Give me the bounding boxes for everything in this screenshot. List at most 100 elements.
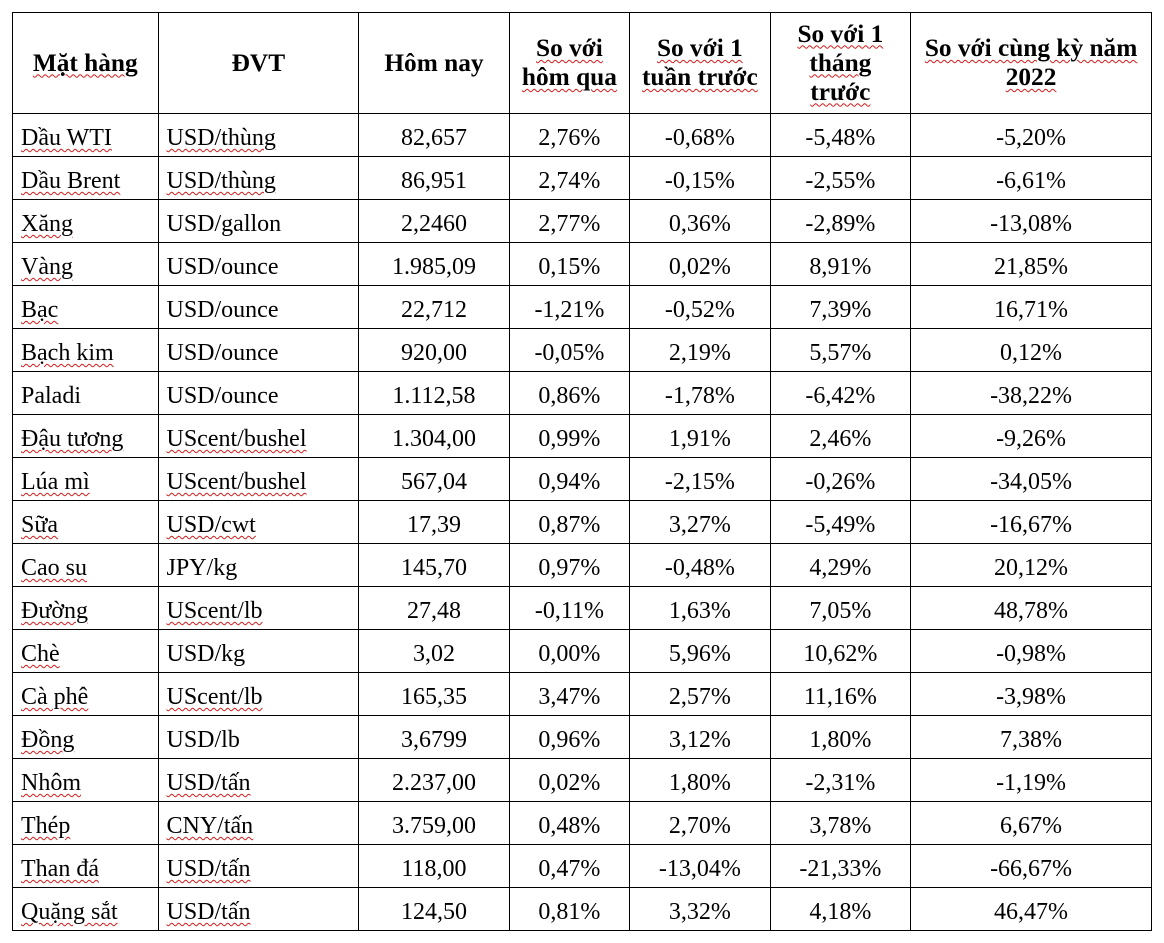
cell-today: 27,48 (359, 587, 510, 630)
cell-unit: USD/ounce (158, 329, 359, 372)
table-row: SữaUSD/cwt17,390,87%3,27%-5,49%-16,67% (13, 501, 1152, 544)
cell-unit: USD/ounce (158, 286, 359, 329)
cell-m1: 7,39% (770, 286, 910, 329)
cell-today: 165,35 (359, 673, 510, 716)
cell-m1: 3,78% (770, 802, 910, 845)
cell-today: 567,04 (359, 458, 510, 501)
table-row: Dầu BrentUSD/thùng86,9512,74%-0,15%-2,55… (13, 157, 1152, 200)
cell-today: 82,657 (359, 114, 510, 157)
cell-item: Bạch kim (13, 329, 159, 372)
cell-d1: 0,87% (509, 501, 629, 544)
col-header-today: Hôm nay (359, 13, 510, 114)
cell-d1: 0,00% (509, 630, 629, 673)
table-row: Bạch kimUSD/ounce920,00-0,05%2,19%5,57%0… (13, 329, 1152, 372)
cell-unit: USD/tấn (158, 759, 359, 802)
table-row: Lúa mìUScent/bushel567,040,94%-2,15%-0,2… (13, 458, 1152, 501)
cell-d1: 0,94% (509, 458, 629, 501)
cell-item: Quặng sắt (13, 888, 159, 931)
cell-item: Đường (13, 587, 159, 630)
cell-today: 2.237,00 (359, 759, 510, 802)
cell-m1: -0,26% (770, 458, 910, 501)
table-row: VàngUSD/ounce1.985,090,15%0,02%8,91%21,8… (13, 243, 1152, 286)
cell-today: 1.112,58 (359, 372, 510, 415)
cell-w1: -0,48% (630, 544, 770, 587)
cell-w1: 2,70% (630, 802, 770, 845)
cell-m1: -5,49% (770, 501, 910, 544)
cell-unit: USD/lb (158, 716, 359, 759)
cell-y1: 20,12% (911, 544, 1152, 587)
table-row: ĐườngUScent/lb27,48-0,11%1,63%7,05%48,78… (13, 587, 1152, 630)
cell-y1: 6,67% (911, 802, 1152, 845)
cell-unit: USD/cwt (158, 501, 359, 544)
cell-item: Paladi (13, 372, 159, 415)
cell-d1: 0,96% (509, 716, 629, 759)
cell-w1: 0,02% (630, 243, 770, 286)
cell-w1: 1,80% (630, 759, 770, 802)
cell-d1: 0,47% (509, 845, 629, 888)
cell-m1: 8,91% (770, 243, 910, 286)
table-row: XăngUSD/gallon2,24602,77%0,36%-2,89%-13,… (13, 200, 1152, 243)
cell-today: 22,712 (359, 286, 510, 329)
cell-today: 920,00 (359, 329, 510, 372)
cell-today: 3,02 (359, 630, 510, 673)
cell-y1: 21,85% (911, 243, 1152, 286)
col-header-item: Mặt hàng (13, 13, 159, 114)
cell-today: 1.985,09 (359, 243, 510, 286)
cell-w1: -0,15% (630, 157, 770, 200)
cell-unit: CNY/tấn (158, 802, 359, 845)
cell-item: Xăng (13, 200, 159, 243)
table-row: ChèUSD/kg3,020,00%5,96%10,62%-0,98% (13, 630, 1152, 673)
cell-d1: -0,11% (509, 587, 629, 630)
cell-w1: 2,19% (630, 329, 770, 372)
cell-unit: USD/tấn (158, 888, 359, 931)
cell-today: 2,2460 (359, 200, 510, 243)
cell-unit: UScent/bushel (158, 458, 359, 501)
cell-d1: 0,48% (509, 802, 629, 845)
cell-y1: 48,78% (911, 587, 1152, 630)
cell-item: Nhôm (13, 759, 159, 802)
cell-w1: 1,63% (630, 587, 770, 630)
col-header-d1: So với hôm qua (509, 13, 629, 114)
cell-unit: UScent/lb (158, 673, 359, 716)
cell-unit: USD/ounce (158, 372, 359, 415)
cell-item: Lúa mì (13, 458, 159, 501)
cell-today: 17,39 (359, 501, 510, 544)
table-row: ĐồngUSD/lb3,67990,96%3,12%1,80%7,38% (13, 716, 1152, 759)
cell-today: 86,951 (359, 157, 510, 200)
table-row: Cao suJPY/kg145,700,97%-0,48%4,29%20,12% (13, 544, 1152, 587)
cell-today: 1.304,00 (359, 415, 510, 458)
cell-y1: -9,26% (911, 415, 1152, 458)
cell-y1: 7,38% (911, 716, 1152, 759)
cell-d1: 3,47% (509, 673, 629, 716)
cell-d1: 0,97% (509, 544, 629, 587)
cell-item: Sữa (13, 501, 159, 544)
cell-m1: 10,62% (770, 630, 910, 673)
col-header-y1: So với cùng kỳ năm 2022 (911, 13, 1152, 114)
cell-y1: -38,22% (911, 372, 1152, 415)
cell-w1: -13,04% (630, 845, 770, 888)
cell-d1: 0,15% (509, 243, 629, 286)
cell-m1: -2,89% (770, 200, 910, 243)
cell-m1: 5,57% (770, 329, 910, 372)
table-row: BạcUSD/ounce22,712-1,21%-0,52%7,39%16,71… (13, 286, 1152, 329)
cell-m1: 1,80% (770, 716, 910, 759)
cell-item: Bạc (13, 286, 159, 329)
cell-item: Than đá (13, 845, 159, 888)
table-row: ThépCNY/tấn3.759,000,48%2,70%3,78%6,67% (13, 802, 1152, 845)
cell-today: 3,6799 (359, 716, 510, 759)
cell-unit: UScent/bushel (158, 415, 359, 458)
cell-y1: -1,19% (911, 759, 1152, 802)
cell-item: Cà phê (13, 673, 159, 716)
col-header-m1: So với 1 tháng trước (770, 13, 910, 114)
cell-item: Dầu WTI (13, 114, 159, 157)
cell-item: Thép (13, 802, 159, 845)
cell-d1: 0,86% (509, 372, 629, 415)
cell-y1: -5,20% (911, 114, 1152, 157)
cell-unit: USD/gallon (158, 200, 359, 243)
table-row: Quặng sắtUSD/tấn124,500,81%3,32%4,18%46,… (13, 888, 1152, 931)
cell-item: Dầu Brent (13, 157, 159, 200)
cell-d1: 0,02% (509, 759, 629, 802)
cell-w1: 3,12% (630, 716, 770, 759)
cell-m1: -2,55% (770, 157, 910, 200)
cell-today: 124,50 (359, 888, 510, 931)
